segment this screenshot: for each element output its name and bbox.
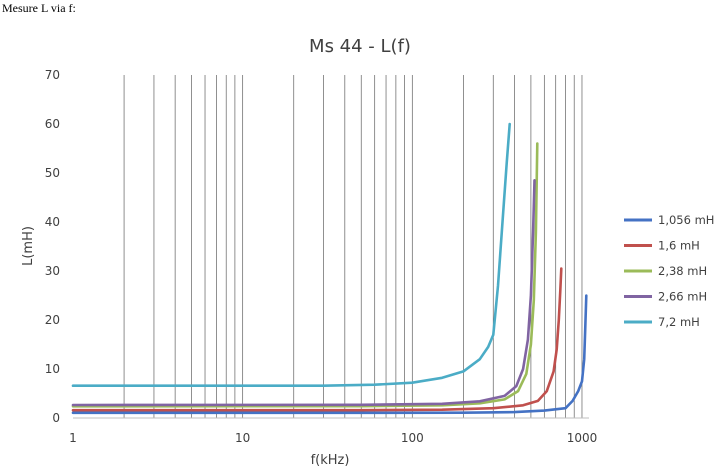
y-tick-label: 0 <box>52 411 60 425</box>
x-tick-label: 1000 <box>567 431 598 445</box>
series-line <box>71 267 563 412</box>
legend-label: 2,66 mH <box>658 290 707 304</box>
y-tick-label: 50 <box>45 166 60 180</box>
page-caption: Mesure L via f: <box>2 1 76 15</box>
series-line <box>71 294 588 415</box>
legend-label: 2,38 mH <box>658 264 707 278</box>
y-axis-label: L(mH) <box>21 226 36 266</box>
chart-title: Ms 44 - L(f) <box>309 36 411 57</box>
series-line <box>71 142 539 408</box>
series-line <box>71 179 536 407</box>
y-tick-label: 30 <box>45 264 60 278</box>
y-tick-label: 20 <box>45 313 60 327</box>
y-tick-label: 10 <box>45 362 60 376</box>
series-layer <box>71 122 588 415</box>
y-tick-label: 40 <box>45 215 60 229</box>
x-axis-label: f(kHz) <box>311 453 350 468</box>
series-line <box>71 122 512 388</box>
grid-layer <box>123 75 583 418</box>
y-tick-label: 60 <box>45 117 60 131</box>
legend-label: 7,2 mH <box>658 315 700 329</box>
x-tick-label: 10 <box>235 431 250 445</box>
x-tick-label: 1 <box>69 431 77 445</box>
tick-layer: 0 10 20 30 40 50 60 70 1 10 100 1000 <box>45 68 598 445</box>
legend-label: 1,6 mH <box>658 239 700 253</box>
legend: 1,056 mH 1,6 mH 2,38 mH 2,66 mH 7,2 mH <box>624 213 714 329</box>
y-tick-label: 70 <box>45 68 60 82</box>
legend-label: 1,056 mH <box>658 213 714 227</box>
x-tick-label: 100 <box>401 431 424 445</box>
